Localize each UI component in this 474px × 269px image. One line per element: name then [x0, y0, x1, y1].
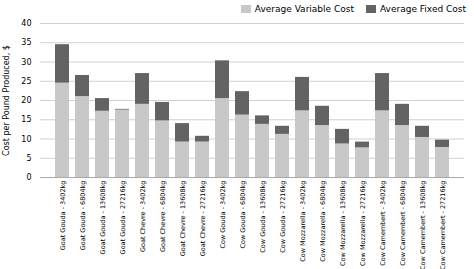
svg-text:Cow Mozzarella - 3402kg: Cow Mozzarella - 3402kg — [299, 181, 307, 262]
html-text:Average Variable Cost: Average Variable Cost — [254, 4, 354, 14]
svg-text:30: 30 — [21, 58, 31, 67]
svg-text:Cow Mozzarella - 13608kg: Cow Mozzarella - 13608kg — [339, 181, 347, 266]
svg-text:Cow Gouda - 6804kg: Cow Gouda - 6804kg — [239, 181, 247, 249]
svg-text:Goat Chevre - 3402kg: Goat Chevre - 3402kg — [139, 181, 147, 253]
svg-text:Goat Chevre - 27216kg: Goat Chevre - 27216kg — [199, 181, 207, 257]
svg-text:Cow Camembert - 13608kg: Cow Camembert - 13608kg — [419, 181, 427, 269]
svg-text:5: 5 — [26, 154, 31, 163]
svg-text:Goat Gouda - 27216kg: Goat Gouda - 27216kg — [119, 181, 127, 255]
svg-text:Goat Chevre - 6804kg: Goat Chevre - 6804kg — [159, 181, 167, 253]
svg-text:20: 20 — [21, 96, 31, 105]
svg-text:25: 25 — [21, 77, 31, 86]
svg-text:Goat Chevre - 13608kg: Goat Chevre - 13608kg — [179, 181, 187, 257]
svg-text:Goat Gouda - 3402kg: Goat Gouda - 3402kg — [59, 181, 67, 251]
svg-text:Cost per Pound Produced, $: Cost per Pound Produced, $ — [2, 45, 11, 156]
svg-text:0: 0 — [26, 173, 31, 182]
svg-text:Cow Mozzarella - 6804kg: Cow Mozzarella - 6804kg — [319, 181, 327, 262]
svg-text:Cow Camembert - 3402kg: Cow Camembert - 3402kg — [379, 181, 387, 266]
svg-text:Cow Gouda - 27216kg: Cow Gouda - 27216kg — [279, 181, 287, 253]
svg-text:35: 35 — [21, 38, 31, 47]
svg-text:15: 15 — [21, 115, 31, 124]
svg-text:Goat Gouda - 6804kg: Goat Gouda - 6804kg — [79, 181, 87, 251]
svg-text:10: 10 — [21, 135, 31, 144]
svg-text:Cow Gouda - 3402kg: Cow Gouda - 3402kg — [219, 181, 227, 249]
svg-text:40: 40 — [21, 19, 31, 28]
svg-text:Cow Gouda - 13608kg: Cow Gouda - 13608kg — [259, 181, 267, 253]
html-text:Average Fixed Cost: Average Fixed Cost — [380, 4, 466, 14]
svg-text:Goat Gouda - 13608kg: Goat Gouda - 13608kg — [99, 181, 107, 255]
svg-text:Cow Mozzarella - 27216kg: Cow Mozzarella - 27216kg — [359, 181, 367, 266]
svg-text:Cow Camembert - 27216kg: Cow Camembert - 27216kg — [439, 181, 447, 269]
svg-text:Cow Camembert - 6804kg: Cow Camembert - 6804kg — [399, 181, 407, 266]
